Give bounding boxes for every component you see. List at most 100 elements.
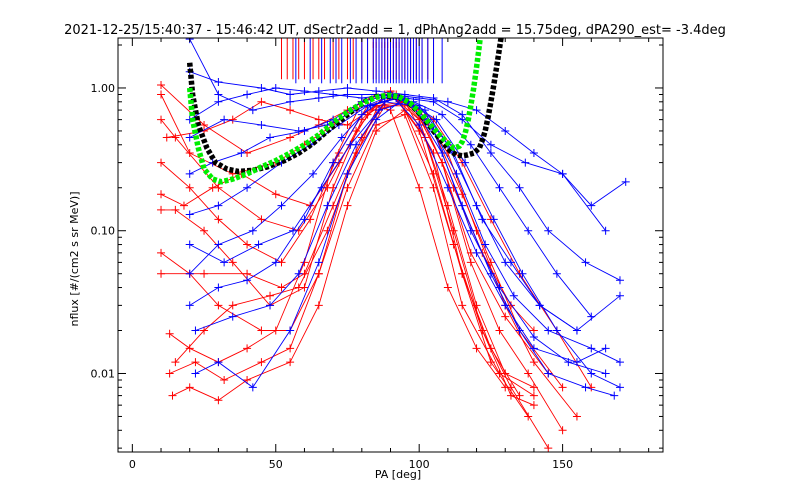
blue-data-point bbox=[300, 87, 309, 96]
red-data-point bbox=[386, 106, 395, 115]
blue-data-point bbox=[185, 169, 194, 178]
red-data-point bbox=[257, 97, 266, 106]
blue-data-point bbox=[317, 183, 326, 192]
blue-data-point bbox=[587, 201, 596, 210]
red-data-point bbox=[171, 358, 180, 367]
red-data-point bbox=[314, 301, 323, 310]
blue-data-point bbox=[458, 110, 467, 119]
red-data-point bbox=[286, 358, 295, 367]
blue-data-point bbox=[601, 369, 610, 378]
blue-data-point bbox=[266, 133, 275, 142]
red-data-point bbox=[228, 115, 237, 124]
blue-data-point bbox=[518, 269, 527, 278]
blue-data-point bbox=[601, 226, 610, 235]
red-data-point bbox=[372, 126, 381, 135]
blue-data-point bbox=[243, 183, 252, 192]
blue-data-point bbox=[286, 90, 295, 99]
blue-data-point bbox=[220, 258, 229, 267]
blue-data-point bbox=[587, 369, 596, 378]
blue-data-point bbox=[314, 94, 323, 103]
red-data-point bbox=[200, 226, 209, 235]
red-data-point bbox=[343, 121, 352, 130]
blue-data-point bbox=[466, 226, 475, 235]
blue-data-point bbox=[286, 326, 295, 335]
vertical-markers-layer bbox=[281, 38, 443, 84]
red-data-point bbox=[323, 226, 332, 235]
blue-data-point bbox=[372, 87, 381, 96]
blue-data-point bbox=[438, 149, 447, 158]
red-data-point bbox=[179, 201, 188, 210]
blue-data-point bbox=[529, 149, 538, 158]
blue-data-point bbox=[309, 169, 318, 178]
blue-data-point bbox=[601, 344, 610, 353]
red-data-point bbox=[343, 183, 352, 192]
blue-data-point bbox=[185, 301, 194, 310]
red-data-point bbox=[458, 269, 467, 278]
blue-data-point bbox=[438, 110, 447, 119]
blue-data-point bbox=[214, 358, 223, 367]
red-data-point bbox=[214, 215, 223, 224]
red-data-point bbox=[501, 312, 510, 321]
blue-data-point bbox=[621, 177, 630, 186]
blue-data-point bbox=[248, 106, 257, 115]
red-data-point bbox=[524, 369, 533, 378]
blue-data-point bbox=[515, 326, 524, 335]
red-data-point bbox=[208, 183, 217, 192]
y-axis: 0.01 0.10 1.00 bbox=[91, 44, 663, 449]
blue-data-point bbox=[472, 106, 481, 115]
red-data-point bbox=[495, 369, 504, 378]
blue-data-point bbox=[228, 312, 237, 321]
blue-data-point bbox=[214, 201, 223, 210]
blue-data-point bbox=[372, 115, 381, 124]
blue-data-point bbox=[286, 97, 295, 106]
red-data-point bbox=[243, 240, 252, 249]
blue-data-point bbox=[214, 240, 223, 249]
blue-data-point bbox=[495, 183, 504, 192]
blue-data-point bbox=[300, 215, 309, 224]
red-data-point bbox=[286, 106, 295, 115]
blue-data-point bbox=[544, 369, 553, 378]
blue-data-point bbox=[581, 258, 590, 267]
red-data-point bbox=[200, 326, 209, 335]
red-data-point bbox=[314, 269, 323, 278]
blue-data-point bbox=[243, 276, 252, 285]
x-tick-label: 0 bbox=[129, 458, 136, 471]
y-tick-label: 1.00 bbox=[91, 82, 116, 95]
blue-data-point bbox=[329, 90, 338, 99]
red-data-point bbox=[478, 326, 487, 335]
red-data-point bbox=[157, 190, 166, 199]
blue-data-point bbox=[544, 326, 553, 335]
red-data-point bbox=[458, 301, 467, 310]
blue-data-point bbox=[248, 226, 257, 235]
blue-data-point bbox=[443, 183, 452, 192]
red-data-point bbox=[443, 283, 452, 292]
blue-data-point bbox=[615, 383, 624, 392]
blue-data-point bbox=[214, 283, 223, 292]
blue-data-point bbox=[300, 126, 309, 135]
blue-data-point bbox=[495, 283, 504, 292]
blue-data-point bbox=[587, 344, 596, 353]
blue-data-point bbox=[581, 383, 590, 392]
blue-data-point bbox=[481, 240, 490, 249]
red-data-point bbox=[257, 215, 266, 224]
red-data-point bbox=[558, 426, 567, 435]
red-data-point bbox=[486, 258, 495, 267]
blue-data-point bbox=[415, 94, 424, 103]
red-data-point bbox=[165, 369, 174, 378]
red-data-point bbox=[185, 183, 194, 192]
blue-data-point bbox=[529, 333, 538, 342]
blue-data-point bbox=[472, 201, 481, 210]
red-data-point bbox=[466, 258, 475, 267]
blue-data-point bbox=[380, 97, 389, 106]
blue-data-point bbox=[237, 149, 246, 158]
red-data-point bbox=[294, 283, 303, 292]
red-data-point bbox=[157, 269, 166, 278]
green-fit-curve bbox=[186, 38, 483, 185]
red-data-point bbox=[168, 391, 177, 400]
blue-data-point bbox=[185, 210, 194, 219]
blue-data-point bbox=[558, 169, 567, 178]
red-data-point bbox=[214, 396, 223, 405]
y-tick-label: 0.01 bbox=[91, 367, 116, 380]
blue-data-point bbox=[191, 369, 200, 378]
